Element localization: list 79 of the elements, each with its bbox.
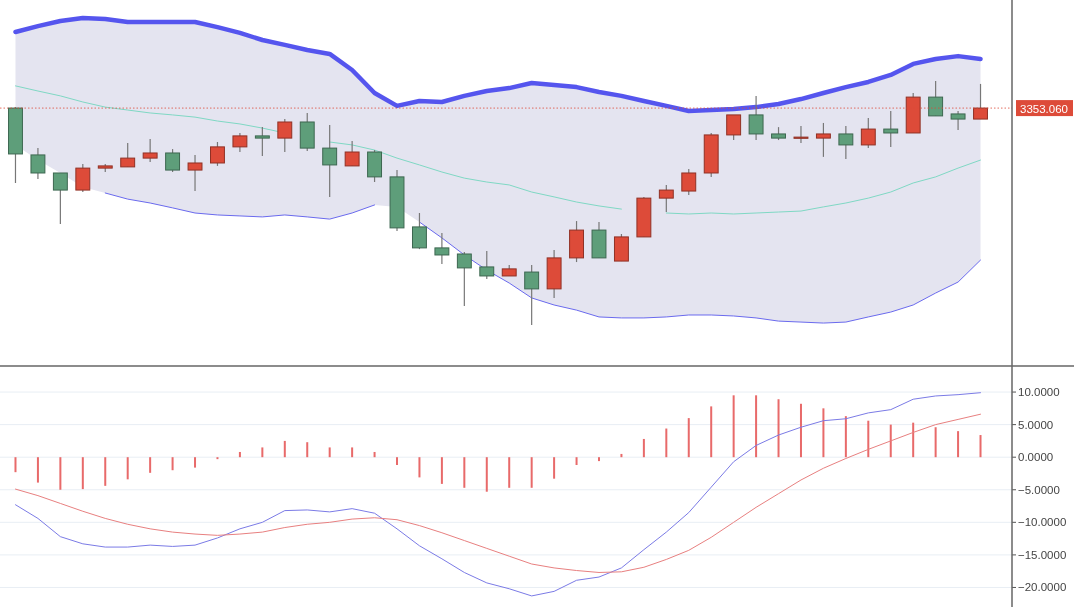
- y-tick-label: −5.0000: [1018, 483, 1060, 496]
- bar: [755, 395, 758, 458]
- candlestick: [75, 163, 91, 193]
- candlestick: [411, 212, 427, 250]
- bar: [642, 438, 645, 458]
- candlestick: [793, 125, 809, 144]
- bar: [777, 399, 780, 458]
- bar: [844, 416, 847, 458]
- candlestick: [950, 110, 966, 131]
- bar: [687, 418, 690, 458]
- candlestick: [277, 118, 293, 153]
- y-tick-label: −15.0000: [1018, 548, 1067, 561]
- bar: [418, 457, 421, 478]
- bar: [530, 457, 533, 488]
- bar: [710, 406, 713, 458]
- bar: [799, 403, 802, 458]
- bar: [171, 457, 174, 471]
- candlestick: [658, 184, 674, 213]
- candlestick: [434, 232, 450, 265]
- candlestick: [52, 172, 68, 225]
- candlestick: [838, 125, 854, 160]
- candlestick: [30, 147, 46, 180]
- y-tick-label: −10.0000: [1018, 516, 1067, 529]
- bar: [979, 435, 982, 458]
- candlestick: [165, 148, 181, 173]
- candlestick: [928, 80, 944, 117]
- bar: [351, 447, 354, 458]
- line-series: [14, 392, 982, 597]
- candlestick: [210, 141, 225, 167]
- bar: [306, 442, 309, 458]
- bar: [81, 457, 84, 490]
- bar: [912, 422, 915, 458]
- y-tick-label: 5.0000: [1018, 418, 1054, 431]
- line-series: [14, 413, 982, 573]
- candlestick: [748, 95, 764, 141]
- candlestick: [456, 251, 472, 307]
- bar: [104, 457, 107, 486]
- candlestick: [344, 140, 360, 167]
- candlestick: [120, 142, 136, 168]
- bar: [508, 457, 511, 488]
- y-tick-label: 0.0000: [1018, 451, 1054, 464]
- bar: [440, 457, 443, 484]
- candlestick: [883, 110, 899, 148]
- candlestick: [479, 250, 495, 280]
- candlestick: [815, 122, 831, 158]
- bar: [261, 447, 264, 458]
- bar: [597, 457, 600, 462]
- bar: [238, 451, 241, 458]
- bar: [665, 428, 668, 458]
- candlestick: [187, 154, 203, 192]
- candlestick: [524, 264, 540, 326]
- bar: [396, 457, 399, 466]
- bar: [575, 457, 578, 466]
- text: 3353.060: [1020, 102, 1068, 115]
- bar: [36, 457, 39, 483]
- bar: [485, 457, 488, 492]
- bar: [149, 457, 152, 473]
- y-tick-label: 10.0000: [1018, 386, 1060, 399]
- bar: [553, 457, 556, 479]
- candlestick: [254, 126, 270, 157]
- bar: [889, 424, 892, 458]
- candlestick: [232, 132, 248, 153]
- candlestick: [322, 124, 338, 198]
- candlestick: [860, 117, 876, 149]
- candlestick: [142, 138, 158, 163]
- candlestick: [726, 114, 742, 141]
- bar: [957, 431, 960, 458]
- bar: [867, 420, 870, 458]
- bar: [283, 440, 286, 458]
- bar: [373, 451, 376, 458]
- y-tick-label: −20.0000: [1018, 581, 1067, 594]
- bar: [732, 395, 735, 458]
- bar: [59, 457, 62, 490]
- bar: [463, 457, 466, 488]
- bar: [194, 457, 197, 468]
- bar: [328, 447, 331, 458]
- bar: [934, 427, 937, 458]
- candlestick: [681, 168, 697, 196]
- bar: [822, 408, 825, 458]
